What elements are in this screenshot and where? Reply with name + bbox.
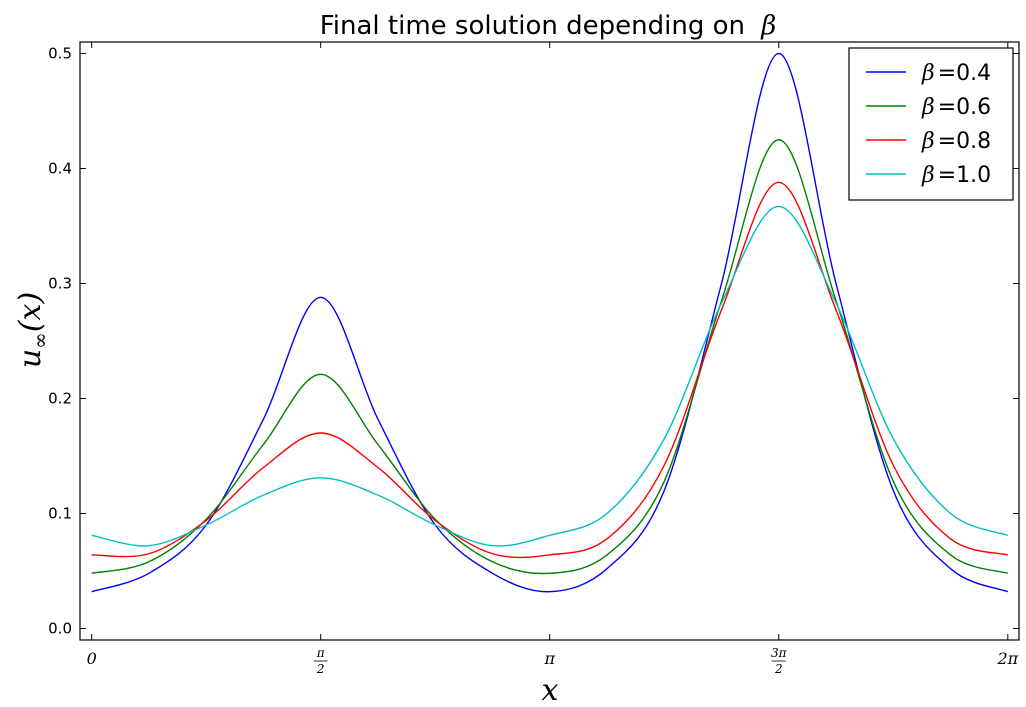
x-tick-label: 3π2	[771, 646, 788, 676]
y-tick-label: 0.4	[48, 160, 72, 178]
y-tick-label: 0.1	[48, 505, 72, 523]
y-axis-label-sub: ∞	[28, 332, 52, 349]
y-axis-label-u: u	[13, 349, 48, 368]
y-tick-label: 0.2	[48, 390, 72, 408]
x-tick-label: 2π	[996, 649, 1018, 668]
y-tick-label: 0.3	[48, 275, 72, 293]
legend-label: β =1.0	[921, 163, 991, 188]
legend-label: β =0.8	[921, 129, 991, 154]
x-tick-label: π2	[313, 646, 328, 676]
y-tick-label: 0.5	[48, 45, 72, 63]
x-tick-label-num: π	[316, 646, 326, 660]
chart-title: Final time solution depending on β	[320, 11, 777, 41]
series-line-2	[91, 181, 1008, 559]
x-tick-label-den: 2	[774, 662, 783, 676]
x-tick-label: π	[543, 649, 555, 668]
x-axis-label: x	[542, 673, 559, 707]
y-axis-label: u∞(x)	[13, 292, 52, 368]
legend-label: β =0.4	[921, 61, 991, 86]
series-line-3	[91, 205, 1009, 547]
legend-label: β =0.6	[921, 95, 991, 120]
series-line-0	[91, 52, 1009, 593]
x-tick-label: 0	[87, 649, 97, 668]
series-lines	[91, 52, 1009, 593]
y-axis-label-rest: (x)	[13, 292, 48, 332]
chart-title-symbol: β	[760, 11, 776, 41]
x-tick-label-den: 2	[316, 662, 325, 676]
x-tick-label-num: 3π	[771, 646, 788, 660]
legend: β =0.4 β =0.6 β =0.8 β =1.0	[848, 47, 1014, 201]
series-line-1	[91, 139, 1009, 575]
chart-title-text: Final time solution depending on	[320, 11, 745, 41]
y-tick-label: 0.0	[48, 620, 72, 638]
